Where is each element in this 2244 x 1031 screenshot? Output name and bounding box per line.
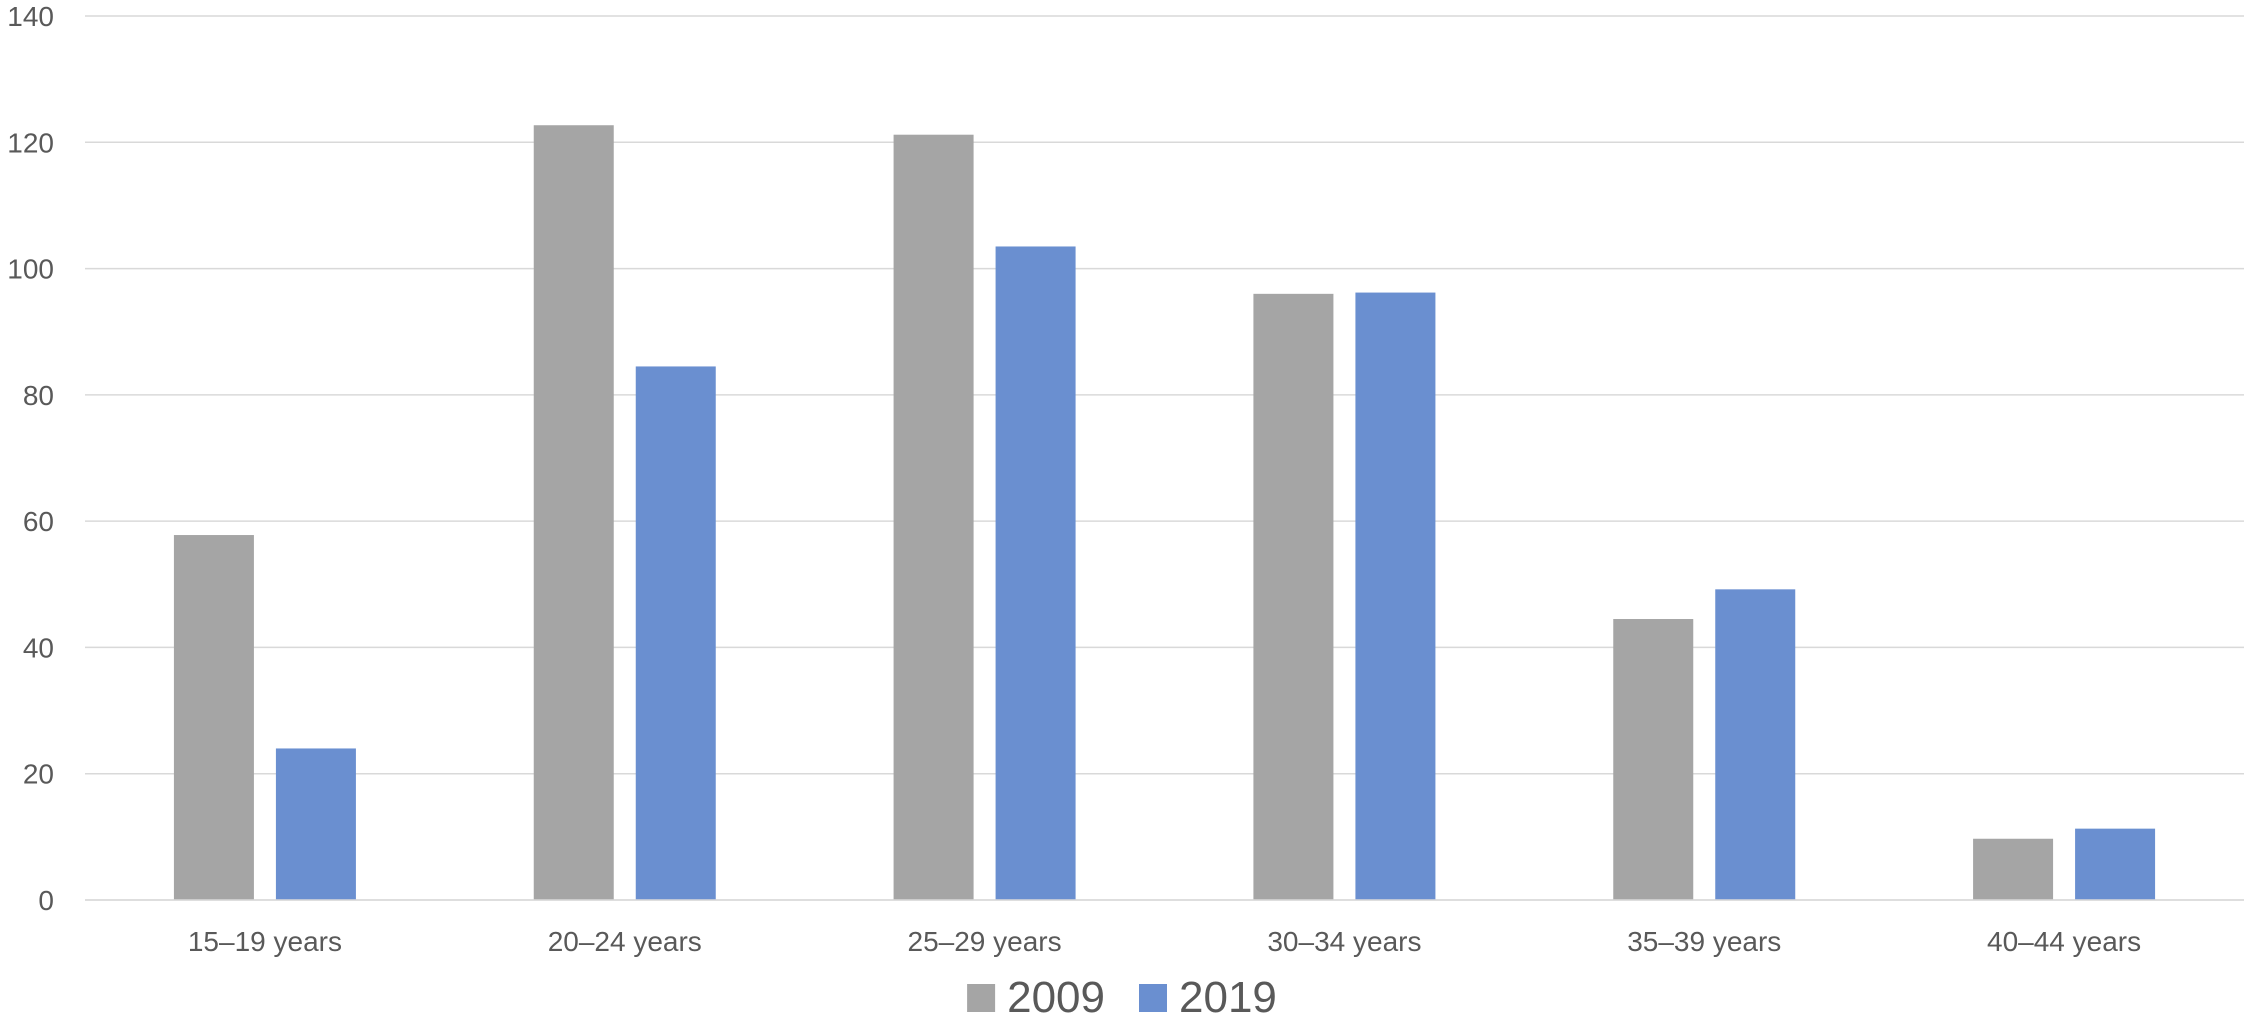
y-tick-label: 100 — [7, 254, 54, 285]
bar-2009-4 — [1613, 619, 1694, 900]
y-tick-label: 20 — [23, 759, 54, 790]
y-tick-label: 60 — [23, 506, 54, 537]
bar-2019-1 — [635, 366, 716, 900]
bar-2019-5 — [2075, 828, 2156, 900]
legend-swatch — [1139, 984, 1167, 1012]
legend-label: 2019 — [1179, 973, 1277, 1022]
bar-2009-0 — [173, 535, 254, 900]
y-tick-label: 140 — [7, 1, 54, 32]
bar-2009-5 — [1973, 838, 2054, 900]
x-tick-label: 15–19 years — [188, 926, 342, 957]
y-tick-label: 40 — [23, 632, 54, 663]
bar-2019-2 — [995, 246, 1076, 900]
bars — [173, 125, 2156, 901]
x-tick-label: 35–39 years — [1627, 926, 1781, 957]
x-tick-label: 20–24 years — [548, 926, 702, 957]
legend: 2009 2019 — [967, 973, 1277, 1022]
y-tick-label: 120 — [7, 127, 54, 158]
legend-item-2009: 2009 — [967, 973, 1105, 1022]
bar-2019-4 — [1715, 589, 1796, 900]
y-tick-label: 0 — [38, 885, 54, 916]
bar-2009-1 — [533, 125, 614, 901]
bar-2019-3 — [1355, 292, 1436, 901]
legend-swatch — [967, 984, 996, 1012]
bar-2009-2 — [893, 134, 974, 901]
legend-item-2019: 2019 — [1139, 973, 1277, 1022]
x-tick-label: 30–34 years — [1267, 926, 1421, 957]
bar-2019-0 — [275, 748, 356, 900]
legend-label: 2009 — [1007, 973, 1105, 1022]
gridlines — [85, 15, 2244, 901]
y-axis: 0 20 40 60 80 100 120 140 — [7, 1, 54, 916]
x-tick-label: 40–44 years — [1987, 926, 2141, 957]
x-axis: 15–19 years 20–24 years 25–29 years 30–34 y… — [85, 899, 2244, 957]
x-tick-label: 25–29 years — [908, 926, 1062, 957]
bar-2009-3 — [1253, 293, 1334, 900]
y-tick-label: 80 — [23, 380, 54, 411]
